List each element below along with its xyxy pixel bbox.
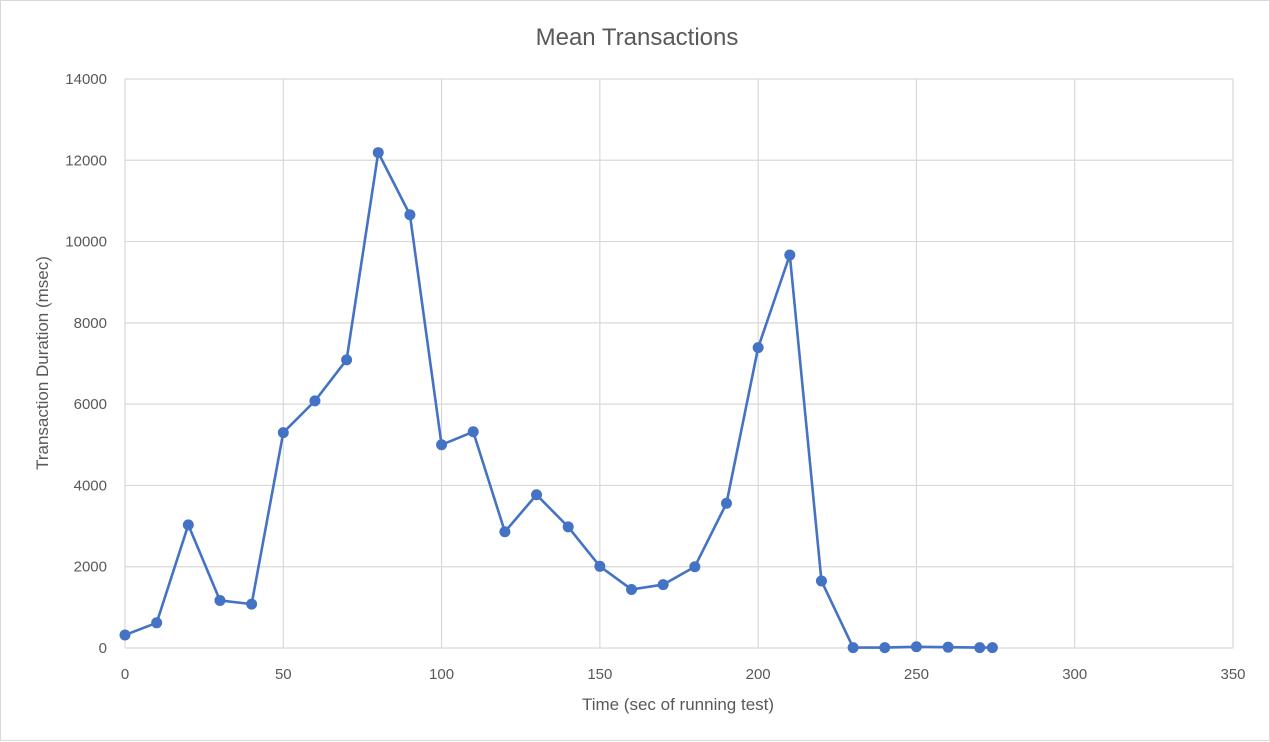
x-tick-label: 250 [904,666,929,683]
data-point [467,426,479,438]
data-point [879,642,891,654]
y-tick-label: 0 [99,640,107,657]
data-point [720,497,732,509]
data-point [531,489,543,501]
data-point [309,395,321,407]
data-point [626,583,638,595]
y-tick-label: 14000 [65,71,107,88]
x-tick-label: 0 [121,666,129,683]
y-tick-label: 4000 [74,477,107,494]
data-point [404,209,416,221]
data-point [815,575,827,587]
y-tick-label: 6000 [74,396,107,413]
data-point [752,342,764,354]
data-point [974,642,986,654]
data-point [119,629,131,641]
series-layer [119,147,998,654]
data-point [499,526,511,538]
data-point [689,561,701,573]
y-tick-label: 10000 [65,234,107,251]
x-tick-label: 50 [275,666,292,683]
data-point [784,249,796,261]
x-tick-label: 150 [587,666,612,683]
y-axis-ticks: 0 2000 4000 6000 8000 10000 12000 14000 [65,71,107,657]
data-point [986,642,998,654]
chart-title: Mean Transactions [536,24,739,51]
x-tick-label: 350 [1220,666,1245,683]
data-point [562,521,574,533]
data-point [151,617,163,629]
data-point [372,147,384,159]
y-tick-label: 12000 [65,152,107,169]
data-point [657,579,669,591]
data-point [436,439,448,451]
data-point [594,560,606,572]
data-point [942,641,954,653]
gridlines [124,78,1234,649]
series-line [124,151,993,649]
y-tick-label: 8000 [74,315,107,332]
data-point [910,641,922,653]
data-point [182,519,194,531]
x-axis-label: Time (sec of running test) [582,695,774,714]
y-tick-label: 2000 [74,559,107,576]
data-point [246,598,258,610]
data-point [214,594,226,606]
y-axis-label: Transaction Duration (msec) [33,256,52,470]
x-axis-ticks: 0 50 100 150 200 250 300 350 [121,666,1246,683]
data-point [277,427,289,439]
data-point [847,642,859,654]
data-point [341,354,353,366]
x-tick-label: 200 [746,666,771,683]
x-tick-label: 100 [429,666,454,683]
x-tick-label: 300 [1062,666,1087,683]
